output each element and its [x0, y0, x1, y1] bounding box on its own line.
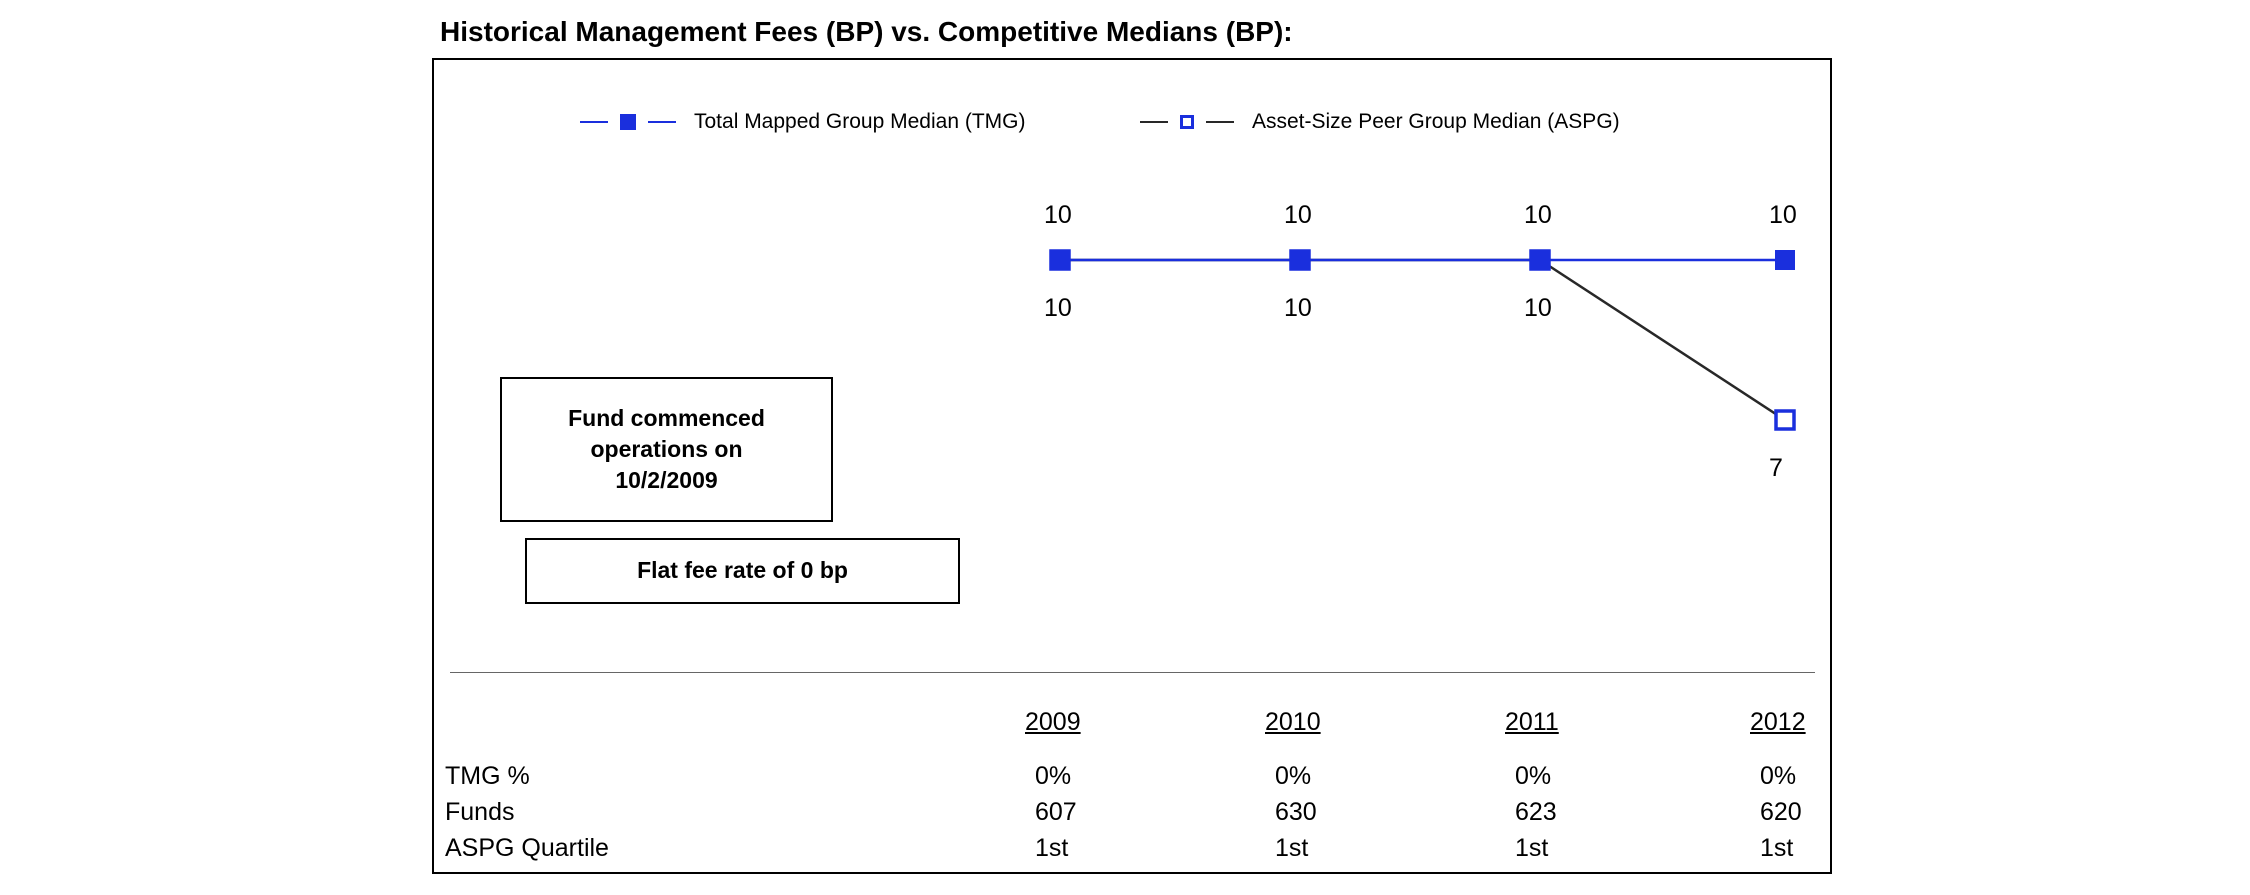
chart-plot [0, 0, 2250, 895]
data-label: 7 [1769, 454, 1783, 483]
table-cell: 0% [1035, 762, 1071, 791]
table-cell: 0% [1760, 762, 1796, 791]
data-label: 10 [1044, 294, 1072, 323]
year-header: 2012 [1750, 708, 1806, 737]
table-cell: 1st [1035, 834, 1068, 863]
year-header: 2011 [1505, 708, 1559, 737]
data-label: 10 [1284, 294, 1312, 323]
chart-container: Historical Management Fees (BP) vs. Comp… [0, 0, 2250, 895]
table-cell: 623 [1515, 798, 1557, 827]
data-label: 10 [1524, 294, 1552, 323]
table-cell: 0% [1275, 762, 1311, 791]
table-cell: 1st [1275, 834, 1308, 863]
row-label-aspg-quartile: ASPG Quartile [445, 834, 609, 863]
table-cell: 0% [1515, 762, 1551, 791]
data-label: 10 [1769, 201, 1797, 230]
table-cell: 620 [1760, 798, 1802, 827]
year-header: 2009 [1025, 708, 1081, 737]
table-cell: 1st [1515, 834, 1548, 863]
data-label: 10 [1524, 201, 1552, 230]
year-header: 2010 [1265, 708, 1321, 737]
table-cell: 630 [1275, 798, 1317, 827]
table-cell: 1st [1760, 834, 1793, 863]
data-label: 10 [1284, 201, 1312, 230]
row-label-funds: Funds [445, 798, 514, 827]
row-label-tmg: TMG % [445, 762, 530, 791]
table-cell: 607 [1035, 798, 1077, 827]
data-label: 10 [1044, 201, 1072, 230]
